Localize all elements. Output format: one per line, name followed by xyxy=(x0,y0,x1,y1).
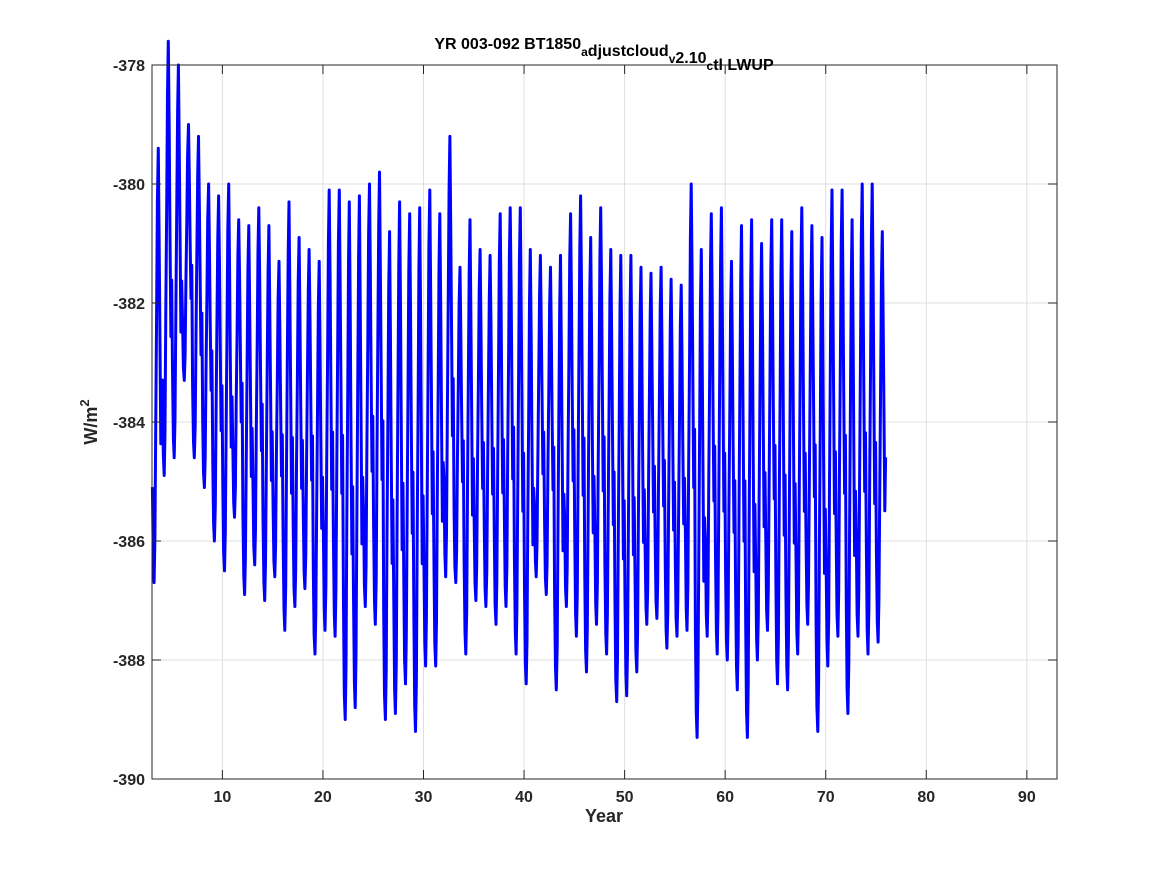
x-tick-label: 30 xyxy=(415,789,433,806)
y-tick-label: -380 xyxy=(113,177,145,194)
chart-title: YR 003-092 BT1850adjustcloudv2.10ctl LWU… xyxy=(434,36,774,74)
x-tick-label: 50 xyxy=(616,789,634,806)
x-tick-label: 80 xyxy=(917,789,935,806)
y-tick-label: -382 xyxy=(113,296,145,313)
y-tick-label: -388 xyxy=(113,653,145,670)
x-tick-label: 70 xyxy=(817,789,835,806)
y-tick-label: -390 xyxy=(113,772,145,789)
x-axis-title: Year xyxy=(585,806,623,826)
x-axis: 10 20 30 40 50 60 70 80 90 xyxy=(213,65,1036,806)
x-tick-label: 20 xyxy=(314,789,332,806)
y-tick-label: -384 xyxy=(113,415,145,432)
x-tick-label: 90 xyxy=(1018,789,1036,806)
x-tick-label: 60 xyxy=(716,789,734,806)
series-layer xyxy=(150,39,888,739)
y-tick-label: -378 xyxy=(113,58,145,75)
y-axis-title: W/m2 xyxy=(77,399,101,444)
y-axis: -390 -388 -386 -384 -382 -380 -378 xyxy=(113,58,1057,789)
y-tick-label: -386 xyxy=(113,534,145,551)
series-line-0 xyxy=(150,39,888,739)
x-tick-label: 40 xyxy=(515,789,533,806)
x-tick-label: 10 xyxy=(213,789,231,806)
